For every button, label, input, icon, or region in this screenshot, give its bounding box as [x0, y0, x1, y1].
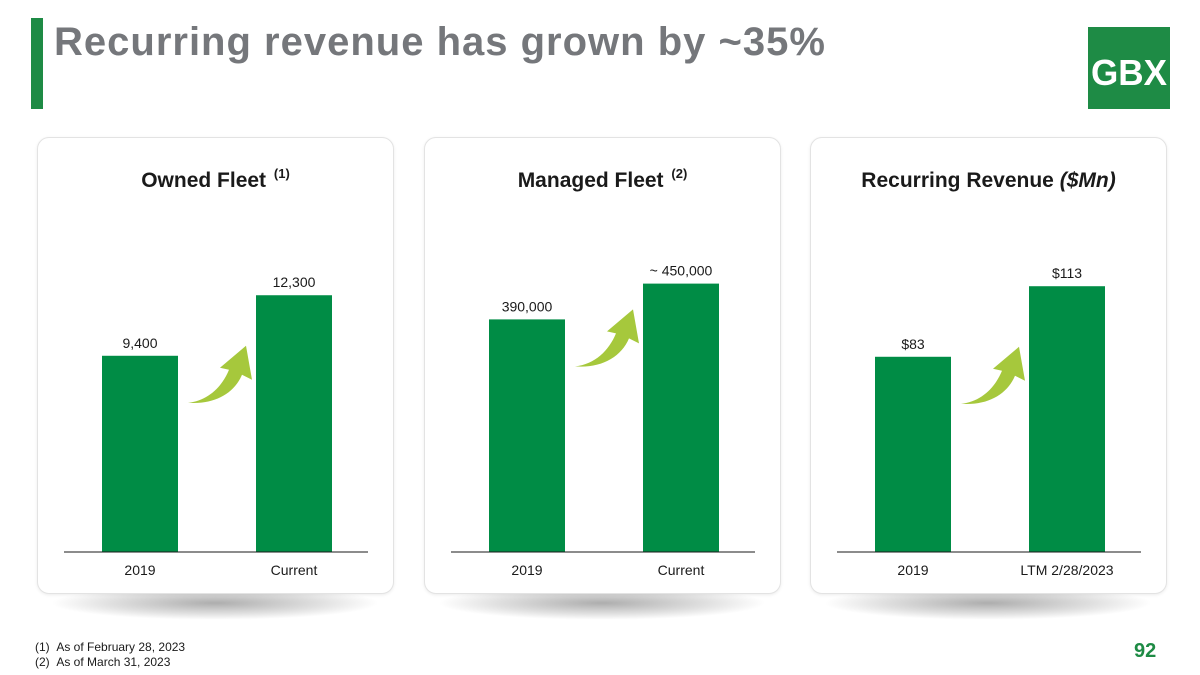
footnote-marker: (2) [671, 166, 688, 181]
category-label: 2019 [897, 562, 928, 578]
category-label: LTM 2/28/2023 [1020, 562, 1113, 578]
data-label: ~ 450,000 [650, 263, 713, 279]
logo-text: GBX [1091, 52, 1167, 93]
chart-title: Owned Fleet (1) [38, 166, 393, 193]
chart-title-text: Managed Fleet [517, 169, 664, 192]
gbx-logo: GBX [1088, 27, 1170, 109]
footnote-marker: (1) [273, 166, 290, 181]
data-label: $113 [1052, 265, 1082, 281]
recurring-revenue-chart: $83 2019 $113 LTM 2/28/2023 [837, 265, 1141, 578]
owned-fleet-card: Owned Fleet (1) 9,400 2019 12,300 Current [37, 137, 394, 594]
bar-1 [643, 283, 719, 552]
bar-0 [102, 355, 178, 552]
category-label: Current [271, 562, 318, 578]
bar-0 [489, 319, 565, 552]
footnotes: (1) As of February 28, 2023 (2) As of Ma… [35, 640, 185, 670]
chart-title: Recurring Revenue ($Mn) [811, 169, 1166, 193]
recurring-revenue-card: Recurring Revenue ($Mn) $83 2019 $113 LTM 2… [810, 137, 1167, 594]
bar-1 [1029, 286, 1105, 552]
footnote-text: As of March 31, 2023 [56, 655, 171, 669]
data-label: 12,300 [273, 274, 316, 290]
footnote-1: (1) As of February 28, 2023 [35, 640, 185, 655]
managed-fleet-card: Managed Fleet (2) 390,000 2019 ~ 450,000 Cu… [424, 137, 781, 594]
growth-arrow-icon [575, 309, 639, 367]
managed-fleet-chart: 390,000 2019 ~ 450,000 Current [451, 263, 755, 578]
data-label: 9,400 [122, 335, 157, 351]
category-label: Current [658, 562, 705, 578]
arrow-shape [575, 309, 639, 367]
data-label: $83 [901, 336, 925, 352]
footnote-text: As of February 28, 2023 [56, 640, 186, 654]
page-number: 92 [1134, 640, 1157, 662]
owned-fleet-chart: 9,400 2019 12,300 Current [64, 274, 368, 578]
title-accent-bar [31, 18, 43, 109]
chart-title: Managed Fleet (2) [425, 166, 780, 193]
chart-title-text: Recurring Revenue [861, 169, 1054, 192]
chart-title-unit: ($Mn) [1059, 169, 1116, 192]
data-label: 390,000 [502, 298, 553, 314]
category-label: 2019 [511, 562, 542, 578]
bar-1 [256, 295, 332, 552]
category-label: 2019 [124, 562, 155, 578]
slide-title: Recurring revenue has grown by ~35% [54, 20, 826, 64]
footnote-2: (2) As of March 31, 2023 [35, 655, 185, 670]
chart-title-text: Owned Fleet [141, 169, 267, 192]
arrow-shape [188, 345, 252, 404]
arrow-shape [961, 346, 1025, 405]
growth-arrow-icon [961, 346, 1025, 405]
bar-0 [875, 356, 951, 552]
footnote-marker: (2) [35, 655, 50, 669]
footnote-marker: (1) [35, 640, 50, 654]
growth-arrow-icon [188, 345, 252, 404]
